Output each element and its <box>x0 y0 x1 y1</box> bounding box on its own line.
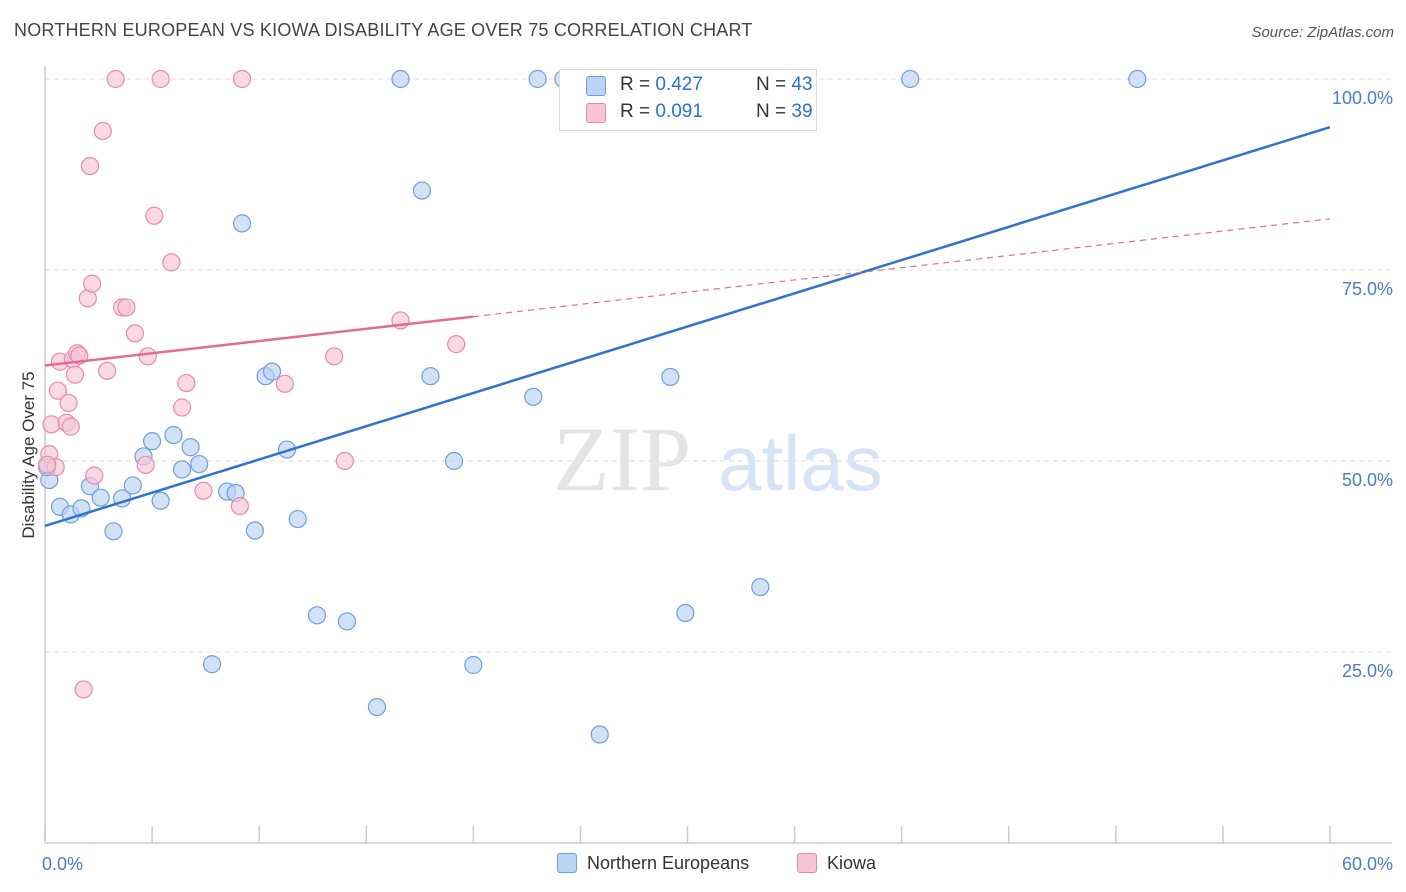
points-layer <box>38 69 1147 744</box>
data-point-kiowa <box>85 466 104 485</box>
data-point-northern-europeans <box>590 725 609 744</box>
legend-r-text: R = 0.091 <box>620 101 703 122</box>
data-point-kiowa <box>162 253 181 272</box>
data-point-kiowa <box>80 156 100 176</box>
chart-title: NORTHERN EUROPEAN VS KIOWA DISABILITY AG… <box>14 20 753 40</box>
stats-legend: R = 0.427 N = 43 R = 0.091 N = 39 <box>559 69 817 131</box>
data-point-northern-europeans <box>901 69 920 89</box>
x-tick-label: 0.0% <box>42 854 83 874</box>
data-point-northern-europeans <box>181 438 200 457</box>
data-point-kiowa <box>106 69 125 89</box>
data-point-kiowa <box>194 481 213 500</box>
data-point-northern-europeans <box>123 476 142 495</box>
watermark-atlas: atlas <box>718 419 883 507</box>
data-point-kiowa <box>335 451 354 471</box>
data-point-kiowa <box>145 206 164 225</box>
data-point-kiowa <box>42 415 61 434</box>
data-point-kiowa <box>232 69 252 89</box>
data-point-kiowa <box>136 455 155 474</box>
data-point-kiowa <box>59 393 78 413</box>
data-point-northern-europeans <box>464 655 483 675</box>
data-point-kiowa <box>275 374 294 393</box>
data-point-kiowa <box>38 455 57 474</box>
data-point-kiowa <box>447 335 466 354</box>
legend-swatch-blue <box>586 76 606 96</box>
bottom-legend-swatch-pink <box>797 853 817 873</box>
data-point-kiowa <box>151 69 170 89</box>
data-point-kiowa <box>74 680 93 699</box>
data-point-northern-europeans <box>421 367 440 386</box>
data-point-northern-europeans <box>1128 69 1147 89</box>
legend-n-text: N = 39 <box>756 101 813 122</box>
data-point-northern-europeans <box>391 69 410 89</box>
data-point-kiowa <box>230 496 249 516</box>
trend-layer <box>44 125 1331 528</box>
legend-r-text: R = 0.427 <box>620 74 703 95</box>
data-point-northern-europeans <box>444 451 464 471</box>
data-point-kiowa <box>70 346 89 365</box>
y-axis-title: Disability Age Over 75 <box>19 371 38 538</box>
y-tick-label: 25.0% <box>1342 661 1393 681</box>
trendline-kiowa-dashed <box>473 218 1331 318</box>
grid-layer <box>45 78 1392 653</box>
data-point-northern-europeans <box>172 460 192 479</box>
data-point-kiowa <box>98 361 117 380</box>
data-point-northern-europeans <box>367 697 387 717</box>
data-point-kiowa <box>65 365 85 384</box>
x-tick-label: 60.0% <box>1342 854 1393 874</box>
data-point-kiowa <box>125 324 145 343</box>
data-point-northern-europeans <box>288 509 307 529</box>
data-point-northern-europeans <box>528 69 547 89</box>
labels-layer: 100.0% 75.0% 50.0% 25.0% 0.0% 60.0% Disability… <box>19 88 1393 874</box>
data-point-northern-europeans <box>307 606 327 625</box>
data-point-kiowa <box>177 373 196 393</box>
y-tick-label: 100.0% <box>1332 88 1393 108</box>
legend-n-text: N = 43 <box>756 74 813 95</box>
watermark-zip: ZIP <box>553 408 691 510</box>
bottom-legend-label: Northern Europeans <box>587 853 750 873</box>
bottom-legend-swatch-blue <box>557 853 577 873</box>
watermark: ZIP atlas <box>553 408 883 510</box>
data-point-northern-europeans <box>661 367 680 387</box>
data-point-northern-europeans <box>524 387 543 406</box>
data-point-kiowa <box>48 381 67 400</box>
y-tick-label: 75.0% <box>1342 279 1393 299</box>
data-point-northern-europeans <box>142 432 162 451</box>
data-point-northern-europeans <box>202 655 222 674</box>
data-point-northern-europeans <box>337 612 357 631</box>
data-point-northern-europeans <box>751 577 770 597</box>
trendline-northern-europeans <box>44 125 1331 528</box>
data-point-northern-europeans <box>190 454 209 474</box>
data-point-northern-europeans <box>412 181 432 200</box>
data-point-kiowa <box>93 121 112 141</box>
data-point-northern-europeans <box>676 603 695 623</box>
data-point-kiowa <box>83 274 102 293</box>
data-point-northern-europeans <box>245 521 264 540</box>
legend-swatch-pink <box>586 103 606 123</box>
data-point-northern-europeans <box>262 362 282 381</box>
data-point-northern-europeans <box>104 522 123 541</box>
bottom-legend-label: Kiowa <box>827 853 877 873</box>
data-point-northern-europeans <box>232 214 252 233</box>
data-point-kiowa <box>138 347 157 366</box>
trendline-kiowa-solid <box>44 315 474 367</box>
source-label: Source: ZipAtlas.com <box>1251 24 1394 41</box>
data-point-kiowa <box>117 298 136 317</box>
data-point-northern-europeans <box>151 491 170 510</box>
data-point-kiowa <box>172 398 192 417</box>
data-point-kiowa <box>61 417 80 436</box>
data-point-kiowa <box>325 347 344 366</box>
data-point-northern-europeans <box>164 425 183 445</box>
y-tick-label: 50.0% <box>1342 470 1393 490</box>
data-point-northern-europeans <box>91 488 110 507</box>
